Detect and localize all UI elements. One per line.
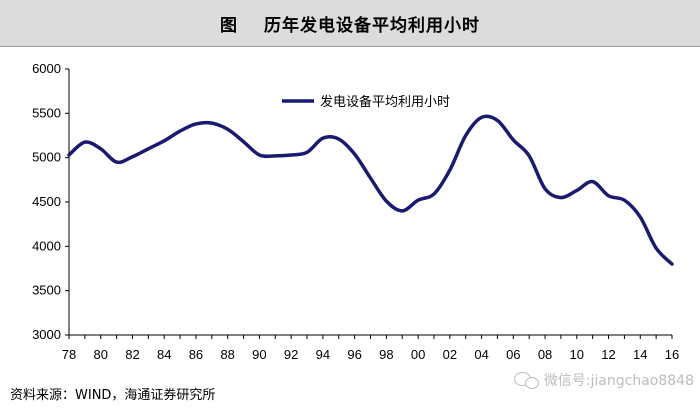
y-tick-label: 5000 [32,150,61,165]
x-tick-label: 00 [411,347,425,362]
legend-label: 发电设备平均利用小时 [320,94,450,110]
x-tick-label: 12 [601,347,615,362]
y-tick-label: 6000 [32,61,61,76]
chart-series [67,114,674,266]
x-tick-label: 80 [94,347,108,362]
x-tick-label: 86 [189,347,203,362]
x-tick-label: 06 [506,347,520,362]
x-tick-label: 10 [570,347,584,362]
x-tick-label: 08 [538,347,552,362]
watermark-text: 微信号:jiangchao8848 [543,373,694,389]
series-line [67,114,674,266]
chart-title-bar: 图 历年发电设备平均利用小时 [0,0,700,47]
x-tick-label: 16 [665,347,679,362]
source-note: 资料来源：WIND，海通证券研究所 [10,388,216,403]
y-tick-label: 5500 [32,105,61,120]
x-tick-label: 78 [62,347,76,362]
x-tick-label: 96 [347,347,361,362]
x-tick-label: 94 [316,347,330,362]
watermark: 微信号:jiangchao8848 [513,370,694,390]
x-tick-label: 02 [443,347,457,362]
figure-label: 图 [220,15,238,36]
x-tick-label: 98 [379,347,393,362]
x-tick-label: 04 [474,347,488,362]
x-tick-label: 90 [252,347,266,362]
y-tick-label: 3500 [32,283,61,298]
x-tick-label: 92 [284,347,298,362]
chart-legend: 发电设备平均利用小时 [282,94,450,110]
wechat-icon [513,371,540,389]
y-tick-label: 3000 [32,327,61,342]
x-tick-label: 84 [157,347,171,362]
y-tick-label: 4000 [32,238,61,253]
x-tick-label: 88 [220,347,234,362]
x-tick-label: 14 [633,347,647,362]
y-tick-label: 4500 [32,194,61,209]
chart-axes: 3000 3500 4000 4500 5000 5500 6000 78 80 82 84 86 88… [32,61,679,362]
chart-title: 历年发电设备平均利用小时 [264,15,480,36]
line-chart: 3000 3500 4000 4500 5000 5500 6000 78 80 82 84 86 88… [32,61,679,362]
x-tick-label: 82 [125,347,139,362]
